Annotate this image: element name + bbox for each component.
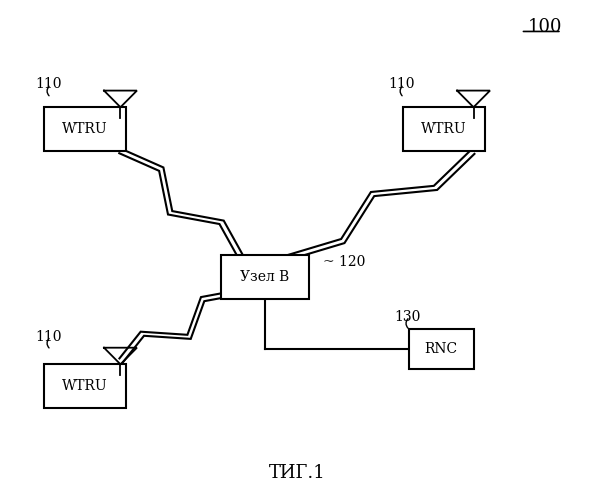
Text: 130: 130 (394, 310, 421, 324)
Text: Узел B: Узел B (240, 270, 289, 284)
Text: ΤИГ.1: ΤИГ.1 (268, 464, 326, 482)
Text: WTRU: WTRU (62, 122, 108, 136)
Text: WTRU: WTRU (62, 379, 108, 393)
Text: RNC: RNC (425, 342, 458, 356)
Text: 110: 110 (388, 78, 415, 92)
FancyBboxPatch shape (409, 329, 473, 368)
Text: WTRU: WTRU (421, 122, 467, 136)
Text: 110: 110 (35, 330, 62, 344)
FancyBboxPatch shape (403, 106, 485, 151)
Text: 110: 110 (35, 78, 62, 92)
FancyBboxPatch shape (44, 106, 127, 151)
FancyBboxPatch shape (44, 364, 127, 408)
FancyBboxPatch shape (220, 255, 309, 300)
Text: ~ 120: ~ 120 (324, 256, 366, 270)
Text: 100: 100 (527, 18, 562, 36)
